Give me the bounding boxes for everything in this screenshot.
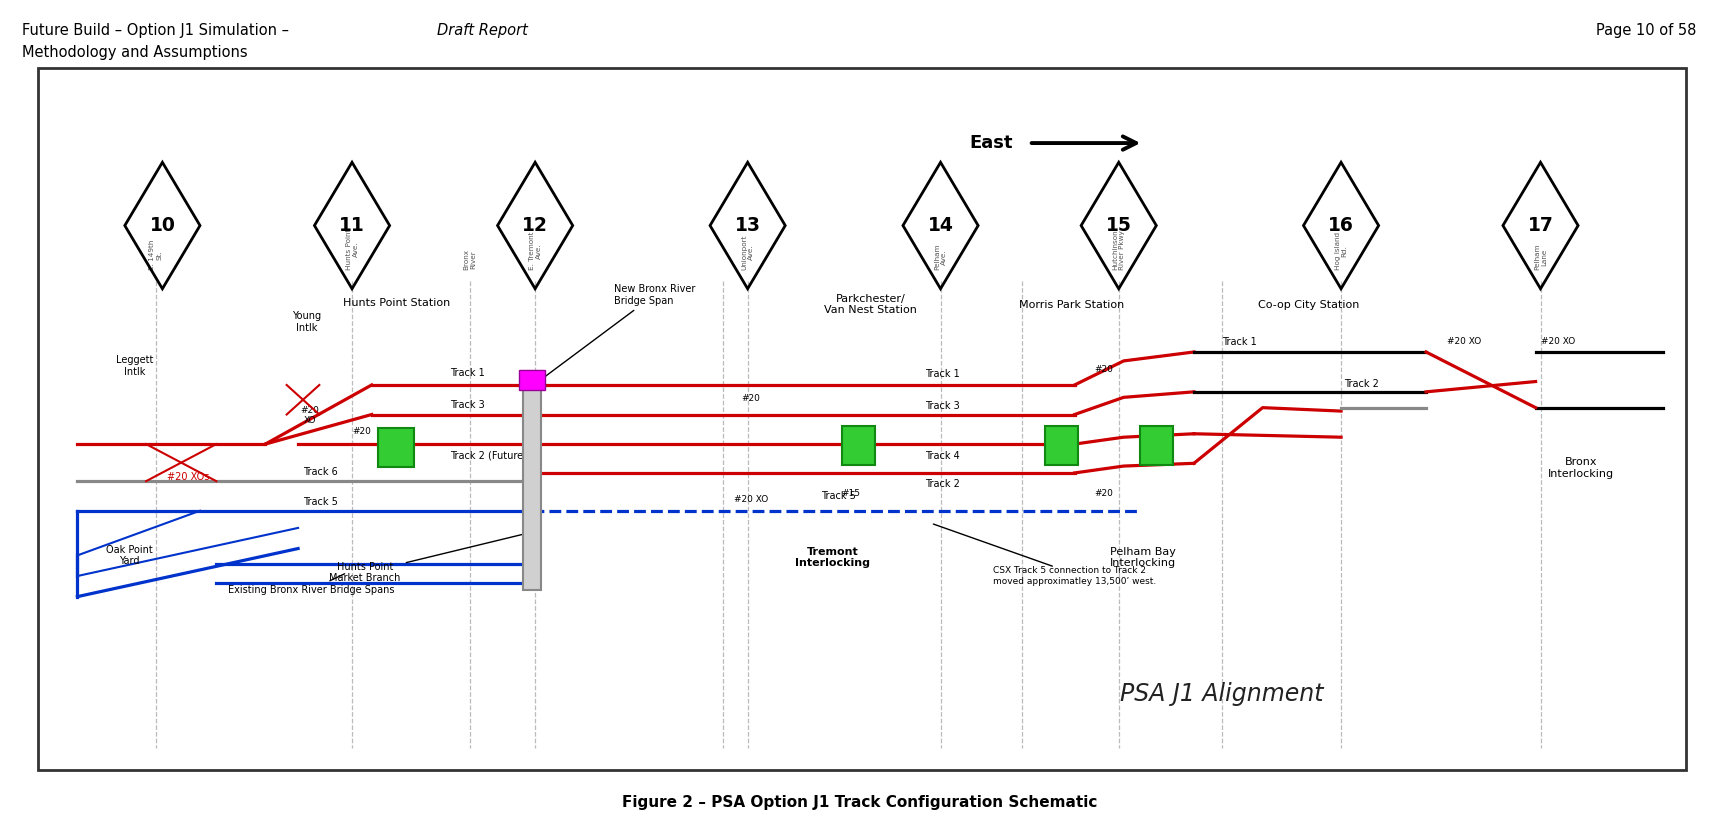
FancyBboxPatch shape	[378, 428, 414, 468]
Text: Track 2: Track 2	[1344, 378, 1379, 388]
Text: #20: #20	[352, 427, 371, 436]
Text: Leggett
Intlk: Leggett Intlk	[115, 355, 153, 377]
FancyBboxPatch shape	[842, 425, 875, 465]
Text: Hunts Point
Ave.: Hunts Point Ave.	[346, 229, 359, 270]
Text: Co-op City Station: Co-op City Station	[1258, 300, 1360, 310]
Text: Figure 2 – PSA Option J1 Track Configuration Schematic: Figure 2 – PSA Option J1 Track Configura…	[622, 795, 1097, 810]
Text: Tremont
Interlocking: Tremont Interlocking	[796, 547, 870, 568]
Text: Oak Point
Yard: Oak Point Yard	[107, 544, 153, 566]
Text: Pelham
Ave.: Pelham Ave.	[933, 244, 947, 270]
Text: Hutchinson
River Pkwy: Hutchinson River Pkwy	[1112, 230, 1126, 270]
Text: Unionport
Ave.: Unionport Ave.	[741, 235, 755, 270]
Text: Future Build – Option J1 Simulation –: Future Build – Option J1 Simulation –	[22, 23, 294, 38]
Text: Parkchester/
Van Nest Station: Parkchester/ Van Nest Station	[823, 294, 916, 316]
Text: Hunts Point
Market Branch: Hunts Point Market Branch	[330, 532, 533, 583]
Text: Methodology and Assumptions: Methodology and Assumptions	[22, 45, 248, 60]
Text: 12: 12	[523, 216, 548, 235]
Text: PSA J1 Alignment: PSA J1 Alignment	[1121, 682, 1324, 706]
Text: Track 1: Track 1	[1222, 337, 1257, 347]
Text: #20 XOs: #20 XOs	[167, 472, 210, 482]
Text: Morris Park Station: Morris Park Station	[1019, 300, 1124, 310]
Text: #20: #20	[741, 394, 760, 403]
Text: E. Tremont
Ave.: E. Tremont Ave.	[529, 232, 541, 270]
FancyBboxPatch shape	[519, 370, 545, 391]
Text: #20 XO: #20 XO	[734, 495, 768, 504]
Text: Track 2 (Future 4): Track 2 (Future 4)	[450, 450, 536, 460]
Text: Pelham Bay
Interlocking: Pelham Bay Interlocking	[1110, 547, 1176, 568]
Text: Hunts Point Station: Hunts Point Station	[342, 297, 450, 307]
Text: 11: 11	[339, 216, 364, 235]
Text: E. 149th
St.: E. 149th St.	[150, 240, 162, 270]
Text: Bronx
River: Bronx River	[462, 249, 476, 270]
Text: 13: 13	[734, 216, 760, 235]
Text: #20
XO: #20 XO	[301, 406, 320, 425]
Text: #20: #20	[1095, 489, 1114, 498]
Text: Track 5: Track 5	[303, 496, 339, 507]
Text: Track 1: Track 1	[925, 369, 961, 379]
Text: #20 XO: #20 XO	[1540, 337, 1575, 346]
FancyBboxPatch shape	[1140, 425, 1172, 465]
Text: 17: 17	[1528, 216, 1554, 235]
Text: 14: 14	[928, 216, 954, 235]
Text: 16: 16	[1329, 216, 1355, 235]
Text: Young
Intlk: Young Intlk	[292, 311, 321, 333]
Text: Existing Bronx River Bridge Spans: Existing Bronx River Bridge Spans	[229, 574, 394, 595]
Text: East: East	[970, 134, 1012, 152]
Text: 15: 15	[1105, 216, 1131, 235]
Text: #20: #20	[1095, 365, 1114, 374]
FancyBboxPatch shape	[523, 371, 541, 590]
Text: Track 5: Track 5	[822, 491, 856, 501]
Text: CSX Track 5 connection to Track 2
moved approximatley 13,500’ west.: CSX Track 5 connection to Track 2 moved …	[994, 567, 1157, 586]
Text: Bronx
Interlocking: Bronx Interlocking	[1549, 458, 1614, 479]
Text: New Bronx River
Bridge Span: New Bronx River Bridge Span	[540, 284, 694, 380]
Text: #15: #15	[841, 489, 860, 498]
Text: #20 XO: #20 XO	[1447, 337, 1482, 346]
Text: Page 10 of 58: Page 10 of 58	[1597, 23, 1697, 38]
Text: Hog Island
Rd.: Hog Island Rd.	[1334, 232, 1348, 270]
FancyBboxPatch shape	[1045, 425, 1078, 465]
Text: Track 2: Track 2	[925, 479, 961, 489]
Text: 10: 10	[150, 216, 175, 235]
Text: Track 1: Track 1	[450, 368, 485, 377]
Text: Draft Report: Draft Report	[437, 23, 528, 38]
Text: Track 3: Track 3	[925, 401, 961, 411]
Text: Track 6: Track 6	[303, 468, 337, 477]
Text: Track 4: Track 4	[925, 452, 961, 462]
Text: Pelham
Lane: Pelham Lane	[1533, 244, 1547, 270]
Text: Track 3: Track 3	[450, 400, 485, 410]
